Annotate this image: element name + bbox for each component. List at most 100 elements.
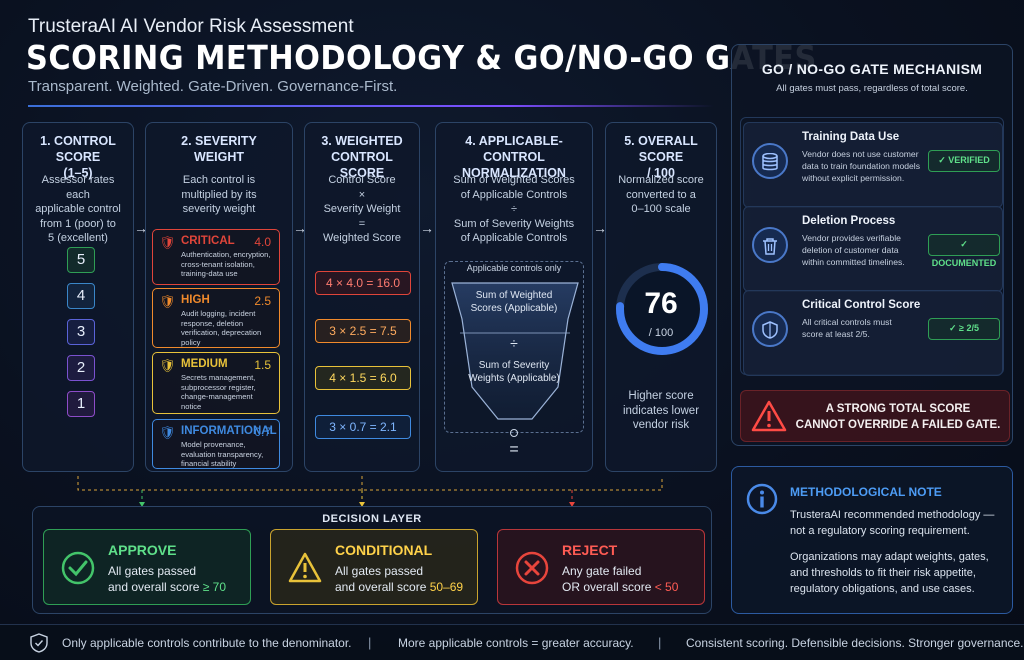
step-title: 1. CONTROL SCORE (1–5) xyxy=(23,133,133,181)
desc-line: deletion of customer data xyxy=(802,245,899,255)
gate-name: Deletion Process xyxy=(802,215,896,227)
badge-label: DOCUMENTED xyxy=(931,258,997,268)
weighted-example-medium: 4 × 1.5 = 6.0 xyxy=(315,366,411,390)
footer-bar: Only applicable controls contribute to t… xyxy=(0,624,1024,660)
desc-line: response, deletion xyxy=(181,318,244,328)
step-desc: Assessor rates each applicable control f… xyxy=(29,173,127,246)
desc-line: of Applicable Controls xyxy=(460,188,568,201)
step-title: 3. WEIGHTED CONTROL SCORE xyxy=(305,133,419,181)
score-3-box: 3 xyxy=(67,319,95,345)
gate-panel-title: GO / NO-GO GATE MECHANISM xyxy=(761,61,983,77)
desc-line: financial stability xyxy=(181,459,237,468)
desc-line: Model provenance, xyxy=(181,440,246,449)
desc-line: evaluation transparency, xyxy=(181,449,264,459)
desc-line: Organizations may adapt weights, gates, xyxy=(790,551,989,563)
desc-line: Higher score xyxy=(628,390,694,402)
desc-line: multiplied by its xyxy=(181,188,257,201)
decision-reject: REJECT Any gate failed OR overall score … xyxy=(497,529,705,605)
footer-separator: | xyxy=(658,635,662,650)
decision-layer: DECISION LAYER APPROVE All gates passed … xyxy=(32,506,712,614)
desc-line: data to train foundation models xyxy=(802,161,921,171)
severity-medium: 🛡 MEDIUM 1.5 Secrets management, subproc… xyxy=(152,352,280,414)
desc-line: All critical controls must xyxy=(802,317,892,327)
note-para2: Organizations may adapt weights, gates, … xyxy=(790,549,989,597)
desc-line: cross-tenant isolation, xyxy=(181,259,255,269)
step-title-line: 3. WEIGHTED xyxy=(321,134,403,148)
funnel-label: Applicable controls only xyxy=(466,263,562,273)
gate-desc: Vendor provides verifiable deletion of c… xyxy=(802,232,930,268)
gate-status-badge: ✓ DOCUMENTED xyxy=(928,234,1000,268)
footer-item: Only applicable controls contribute to t… xyxy=(62,636,352,650)
decision-threshold: ≥ 70 xyxy=(202,580,226,594)
gate-warning: A STRONG TOTAL SCORE CANNOT OVERRIDE A F… xyxy=(740,390,1010,442)
decision-line2-prefix: OR overall score xyxy=(562,580,655,594)
step-title-line: NORMALIZATION xyxy=(462,166,566,180)
brand-title: TrusteraAI AI Vendor Risk Assessment xyxy=(28,16,354,37)
score-2-box: 2 xyxy=(67,355,95,381)
desc-line: ÷ xyxy=(510,203,518,215)
weighted-example-critical: 4 × 4.0 = 16.0 xyxy=(315,271,411,295)
desc-line: Weighted Score xyxy=(322,232,402,244)
check-icon: ✓ xyxy=(938,155,949,165)
step-desc: Each control is multiplied by its severi… xyxy=(152,173,286,217)
decision-conditional: CONDITIONAL All gates passed and overall… xyxy=(270,529,478,605)
gate-name: Training Data Use xyxy=(802,131,900,143)
severity-informational: 🛡 INFORMATIONAL 0.7 Model provenance, ev… xyxy=(152,419,280,469)
decision-connectors xyxy=(77,476,663,507)
footer-item: Consistent scoring. Defensible decisions… xyxy=(686,636,1024,650)
shield-check-icon xyxy=(30,633,48,653)
desc-line: Severity Weight xyxy=(323,203,401,215)
severity-name: MEDIUM xyxy=(181,358,228,370)
methodological-note: METHODOLOGICAL NOTE TrusteraAI recommend… xyxy=(731,466,1013,614)
desc-line: verification, deprecation xyxy=(181,328,262,337)
decision-name: APPROVE xyxy=(108,542,177,558)
desc-line: = xyxy=(358,217,366,230)
score-1-box: 1 xyxy=(67,391,95,417)
decision-approve: APPROVE All gates passed and overall sco… xyxy=(43,529,251,605)
decision-title: DECISION LAYER xyxy=(322,513,422,525)
desc-line: without explicit permission. xyxy=(802,173,905,183)
note-title: METHODOLOGICAL NOTE xyxy=(790,485,942,499)
funnel-top-text: Sum of Weighted Scores (Applicable) xyxy=(436,289,592,315)
desc-line: Scores (Applicable) xyxy=(470,303,558,314)
desc-line: Vendor does not use customer xyxy=(802,149,919,159)
step-title-line: (1–5) xyxy=(63,166,93,180)
decision-line2: and overall score ≥ 70 xyxy=(108,580,226,594)
desc-line: score at least 2/5. xyxy=(802,329,870,339)
score-4-box: 4 xyxy=(67,283,95,309)
gate-name: Critical Control Score xyxy=(802,299,921,311)
step-title-line: / 100 xyxy=(647,166,675,180)
step-desc: Sum of Weighted Scores of Applicable Con… xyxy=(442,173,586,246)
desc-line: Vendor provides verifiable xyxy=(802,233,901,243)
desc-line: from 1 (poor) to xyxy=(40,217,116,230)
desc-line: Authentication, encryption, xyxy=(181,250,271,259)
severity-high: 🛡 HIGH 2.5 Audit logging, incident respo… xyxy=(152,288,280,348)
step-normalization: 4. APPLICABLE-CONTROL NORMALIZATION Sum … xyxy=(435,122,593,472)
desc-line: Sum of Severity Weights xyxy=(453,217,575,230)
gate-status-badge: ✓ VERIFIED xyxy=(928,150,1000,172)
severity-name: INFORMATIONAL xyxy=(181,425,277,437)
desc-line: and thresholds to fit their risk appetit… xyxy=(790,567,976,579)
score-note: Higher score indicates lower vendor risk xyxy=(612,389,710,433)
desc-line: 0–100 scale xyxy=(631,203,691,215)
database-icon xyxy=(752,143,788,179)
desc-line: Audit logging, incident xyxy=(181,309,256,318)
gate-deletion-process: Deletion Process Vendor provides verifia… xyxy=(743,206,1003,292)
decision-line1: All gates passed xyxy=(108,564,197,578)
badge-label: ≥ 2/5 xyxy=(959,323,979,333)
decision-line1: All gates passed xyxy=(335,564,424,578)
step-desc: Control Score × Severity Weight = Weight… xyxy=(311,173,413,246)
desc-line: Control Score xyxy=(328,174,396,186)
arrow-right-icon: → xyxy=(593,220,607,236)
desc-line: Sum of Severity xyxy=(478,360,550,371)
desc-line: Each control is xyxy=(182,174,256,186)
score-gauge xyxy=(616,263,708,355)
desc-line: converted to a xyxy=(626,188,696,201)
decision-line2-prefix: and overall score xyxy=(108,580,203,594)
weighted-example-high: 3 × 2.5 = 7.5 xyxy=(315,319,411,343)
shield-icon: 🛡 xyxy=(159,425,176,440)
step-title-line: WEIGHT xyxy=(194,150,244,164)
step-title: 4. APPLICABLE-CONTROL NORMALIZATION xyxy=(436,133,592,181)
decision-line2: and overall score 50–69 xyxy=(335,580,463,594)
step-title-line: 1. CONTROL SCORE xyxy=(40,134,116,164)
